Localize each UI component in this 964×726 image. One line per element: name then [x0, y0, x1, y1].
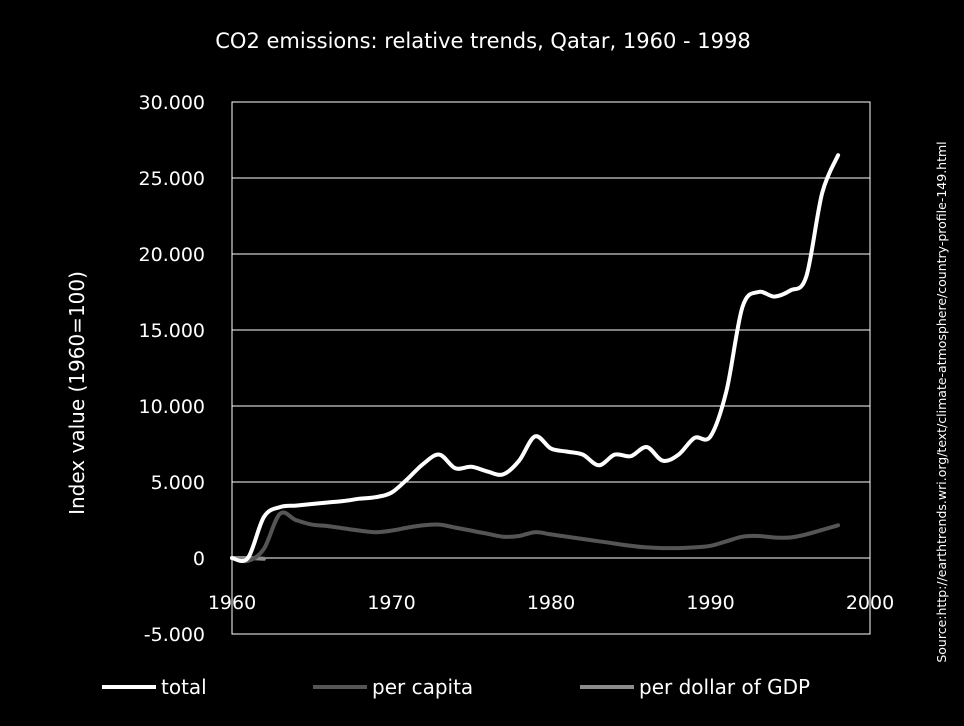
y-tick-label: 5.000 — [151, 472, 205, 494]
y-tick-label: 25.000 — [139, 168, 205, 190]
legend-label-per-capita: per capita — [372, 675, 473, 699]
y-tick-label: 0 — [193, 548, 205, 570]
legend-label-per-dollar-of-gdp: per dollar of GDP — [639, 675, 810, 699]
series-line-total — [230, 153, 841, 563]
legend-label-total: total — [161, 675, 207, 699]
x-tick-label: 2000 — [846, 592, 894, 614]
x-tick-label: 1960 — [208, 592, 256, 614]
y-tick-label: 15.000 — [139, 320, 205, 342]
series-line-per-capita — [230, 510, 841, 564]
y-axis-label: Index value (1960=100) — [65, 271, 89, 515]
series-lines — [230, 153, 841, 564]
y-tick-label: 30.000 — [139, 92, 205, 114]
source-note: Source:http://earthtrends.wri.org/text/c… — [934, 141, 949, 662]
gridlines — [232, 177, 870, 559]
plot-area — [231, 101, 871, 635]
y-axis-tick-labels: -5.000 0 5.000 10.000 15.000 20.000 25.000 30.0… — [139, 92, 205, 646]
x-tick-label: 1990 — [686, 592, 734, 614]
x-tick-label: 1980 — [527, 592, 575, 614]
legend: total per capita per dollar of GDP — [102, 675, 810, 699]
y-tick-label: -5.000 — [144, 624, 205, 646]
y-tick-label: 20.000 — [139, 244, 205, 266]
x-tick-label: 1970 — [367, 592, 415, 614]
chart-title: CO2 emissions: relative trends, Qatar, 1… — [215, 29, 750, 53]
x-axis-tick-labels: 1960 1970 1980 1990 2000 — [208, 592, 894, 614]
y-tick-label: 10.000 — [139, 396, 205, 418]
